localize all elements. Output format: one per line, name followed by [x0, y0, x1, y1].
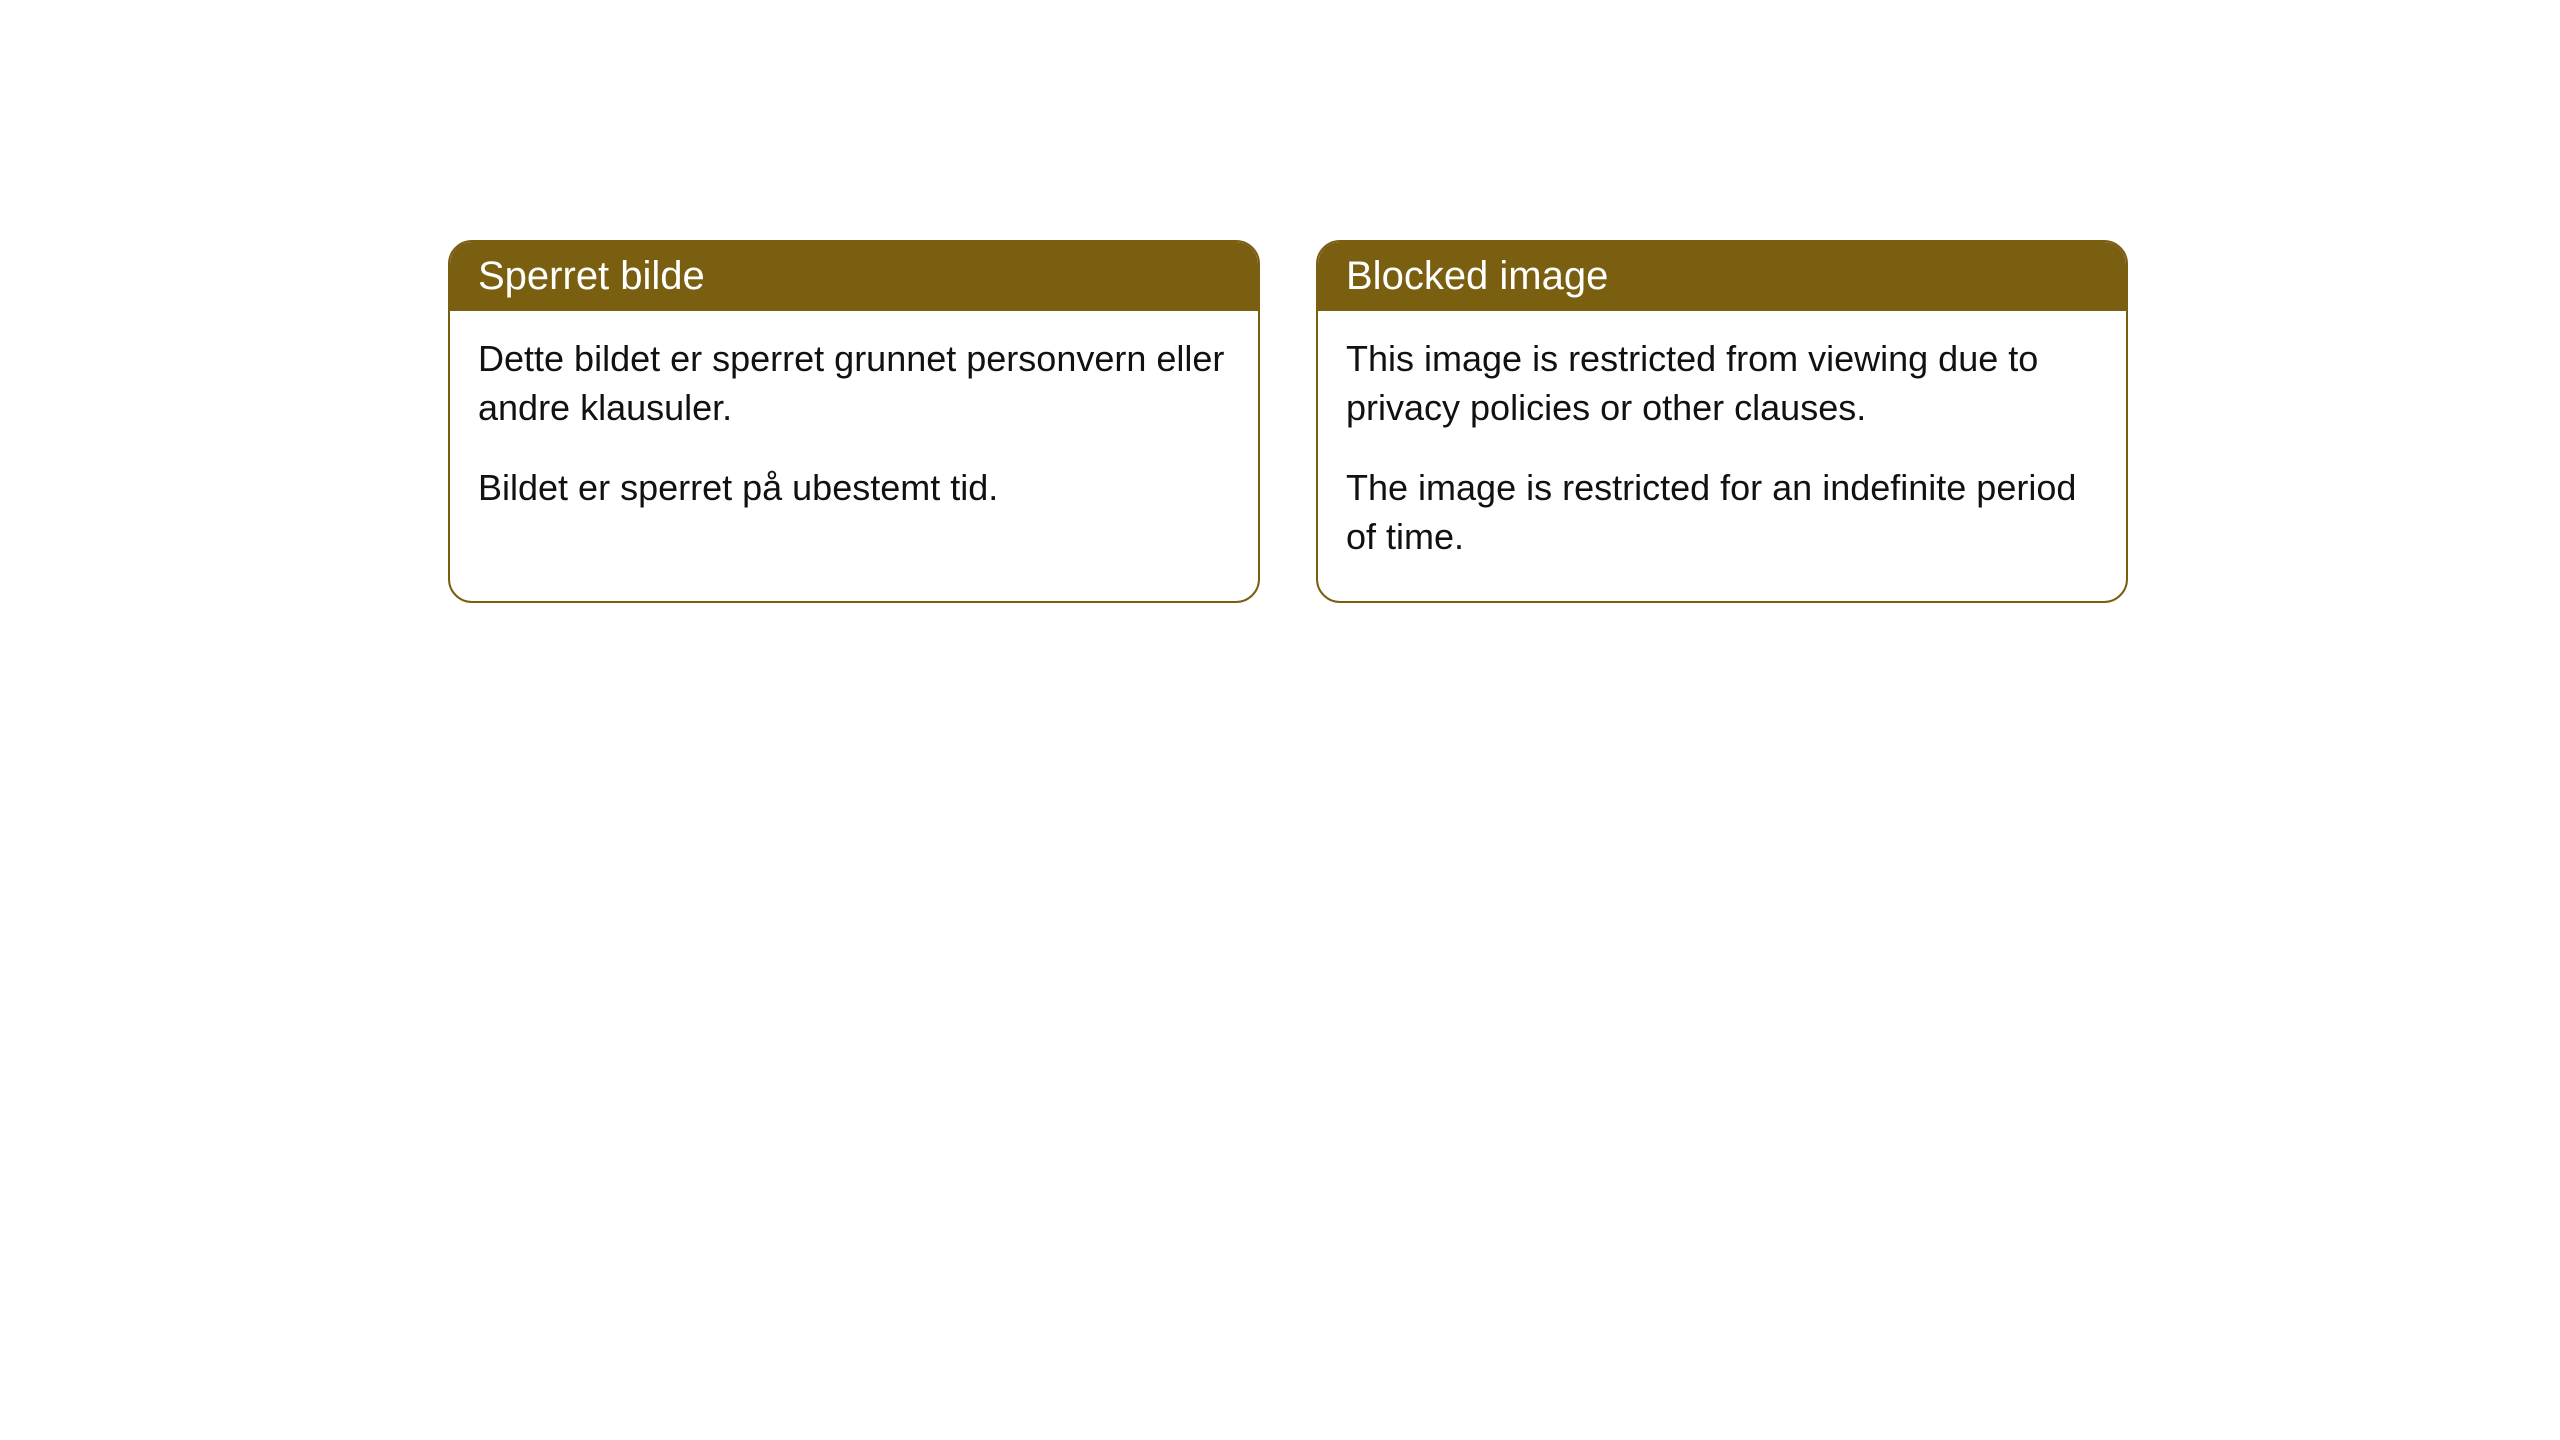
- card-paragraph-1: This image is restricted from viewing du…: [1346, 335, 2098, 432]
- blocked-image-card-english: Blocked image This image is restricted f…: [1316, 240, 2128, 603]
- blocked-image-card-norwegian: Sperret bilde Dette bildet er sperret gr…: [448, 240, 1260, 603]
- card-body: This image is restricted from viewing du…: [1318, 311, 2126, 601]
- card-body: Dette bildet er sperret grunnet personve…: [450, 311, 1258, 553]
- card-title: Blocked image: [1318, 242, 2126, 311]
- cards-container: Sperret bilde Dette bildet er sperret gr…: [0, 0, 2560, 603]
- card-paragraph-1: Dette bildet er sperret grunnet personve…: [478, 335, 1230, 432]
- card-paragraph-2: The image is restricted for an indefinit…: [1346, 464, 2098, 561]
- card-paragraph-2: Bildet er sperret på ubestemt tid.: [478, 464, 1230, 513]
- card-title: Sperret bilde: [450, 242, 1258, 311]
